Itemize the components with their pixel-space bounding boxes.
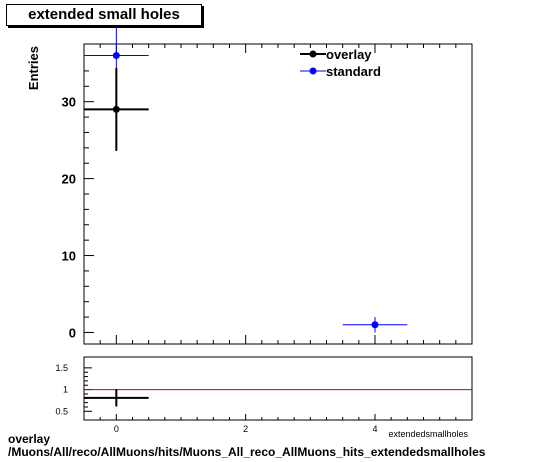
chart-title: extended small holes [28,6,180,23]
y-axis-label: Entries [26,46,41,90]
standard-data-point [371,321,379,329]
y-tick-label: 30 [62,95,76,110]
ratio-y-tick-label: 0.5 [55,406,68,416]
legend-label-overlay: overlay [326,47,372,62]
ratio-plot-frame [83,356,473,421]
ratio-x-tick-label: 4 [372,424,377,434]
y-tick-label: 10 [62,249,76,264]
legend-marker-overlay [309,50,317,58]
main-plot-frame [83,43,473,345]
ratio-x-tick-label: 0 [114,424,119,434]
footer-histogram-path: /Muons/All/reco/AllMuons/hits/Muons_All_… [8,445,486,459]
standard-data-point [112,52,120,60]
footer-overlay-label: overlay [8,432,51,446]
main-plot-panel: 0 10 20 30 Entries overlay standard [26,9,473,345]
ratio-plot-panel: 0.5 1 1.5 0 2 4 extendedsmallholes [55,356,473,439]
legend-marker-standard [309,67,317,75]
y-tick-label: 0 [69,325,76,340]
ratio-y-tick-label: 1 [63,385,68,395]
ratio-x-axis-label: extendedsmallholes [388,429,468,439]
title-box: extended small holes [6,4,202,26]
ratio-x-tick-label: 2 [243,424,248,434]
ratio-y-tick-label: 1.5 [55,363,68,373]
legend-label-standard: standard [326,64,381,79]
y-tick-label: 20 [62,172,76,187]
overlay-data-point [112,105,120,113]
